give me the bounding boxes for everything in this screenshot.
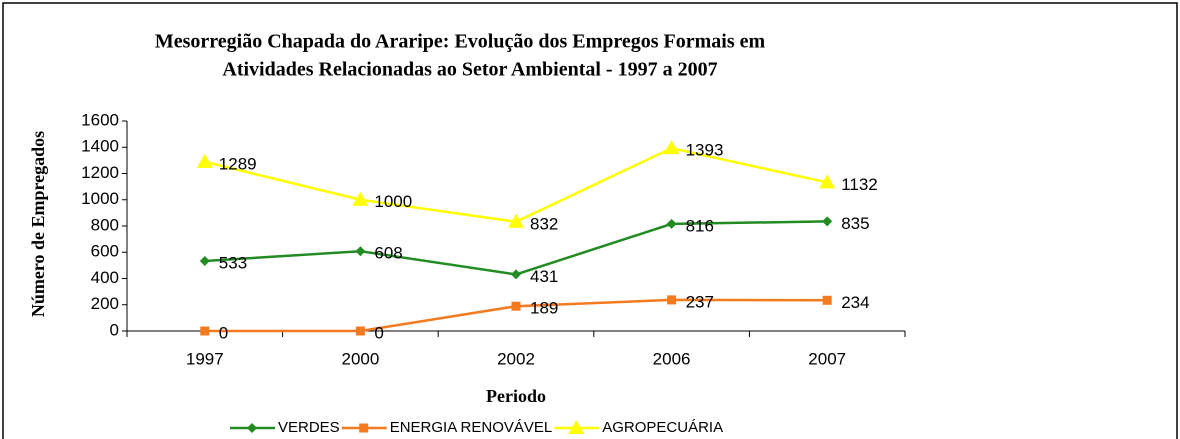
point <box>199 256 210 267</box>
y-tick-label: 200 <box>91 294 119 313</box>
point <box>511 269 521 280</box>
point <box>568 420 585 434</box>
x-tick-label: 1997 <box>186 349 224 368</box>
y-tick-label: 1200 <box>81 163 119 182</box>
data-label: 431 <box>530 267 558 286</box>
y-tick-label: 600 <box>91 242 119 261</box>
x-tick-label: 2006 <box>653 349 691 368</box>
point <box>200 326 210 336</box>
legend-label: VERDES <box>278 419 340 436</box>
data-label: 1000 <box>374 192 412 211</box>
series-line <box>204 220 828 276</box>
y-tick-label: 1600 <box>81 110 119 129</box>
point <box>352 191 369 206</box>
legend-label: ENERGIA RENOVÁVEL <box>390 419 553 436</box>
point <box>359 423 369 433</box>
point <box>355 246 366 257</box>
y-tick-label: 400 <box>91 268 119 287</box>
point <box>822 216 833 227</box>
x-tick-label: 2002 <box>497 349 535 368</box>
point <box>666 218 677 229</box>
point <box>663 140 680 155</box>
chart-title: Mesorregião Chapada do Araripe: Evolução… <box>155 31 766 53</box>
chart-title: Atividades Relacionadas ao Setor Ambient… <box>222 59 717 81</box>
point <box>508 213 524 228</box>
point <box>511 301 521 311</box>
data-label: 0 <box>374 323 383 342</box>
y-tick-label: 1000 <box>81 189 119 208</box>
data-label: 533 <box>219 254 247 273</box>
point <box>819 174 836 189</box>
y-tick-label: 800 <box>91 215 119 234</box>
data-label: 1289 <box>219 154 257 173</box>
x-tick-label: 2000 <box>341 349 379 368</box>
y-axis-label: Número de Empregados <box>28 131 48 317</box>
point <box>196 153 213 168</box>
data-label: 835 <box>841 214 869 233</box>
x-axis-label: Periodo <box>486 386 546 406</box>
data-label: 1132 <box>841 175 878 194</box>
x-tick-label: 2007 <box>808 349 846 368</box>
point <box>247 423 257 433</box>
point <box>822 295 832 305</box>
data-label: 234 <box>841 293 869 312</box>
y-tick-label: 0 <box>110 320 119 339</box>
series-line <box>204 146 828 224</box>
data-label: 0 <box>219 323 228 342</box>
legend-label: AGROPECUÁRIA <box>602 419 723 436</box>
y-tick-label: 1400 <box>81 137 119 156</box>
point <box>667 295 677 305</box>
data-label: 237 <box>686 292 714 311</box>
point <box>355 326 365 336</box>
data-label: 832 <box>530 214 558 233</box>
data-label: 1393 <box>686 141 724 160</box>
data-label: 189 <box>530 299 558 318</box>
data-label: 608 <box>374 244 402 263</box>
data-label: 816 <box>686 216 714 235</box>
